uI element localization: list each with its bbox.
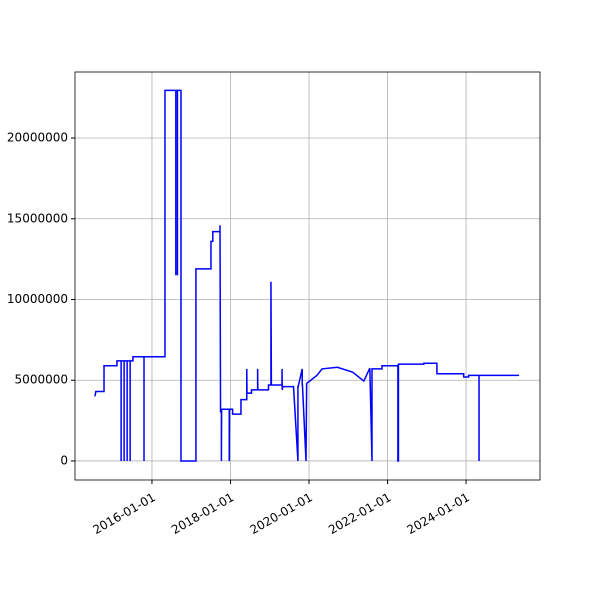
x-tick-label: 2022-01-01 [326,490,393,537]
x-tick-label: 2018-01-01 [169,490,236,537]
plot-frame [74,71,541,481]
x-tick-label: 2024-01-01 [405,490,472,537]
y-tick-label: 10000000 [7,292,68,306]
x-tick-label: 2020-01-01 [247,490,314,537]
y-tick-label: 5000000 [15,373,68,387]
y-tick-label: 15000000 [7,211,68,225]
x-tick-label: 2016-01-01 [90,490,157,537]
y-tick-label: 0 [60,453,68,467]
data-line [94,89,520,462]
y-tick-label: 20000000 [7,131,68,145]
